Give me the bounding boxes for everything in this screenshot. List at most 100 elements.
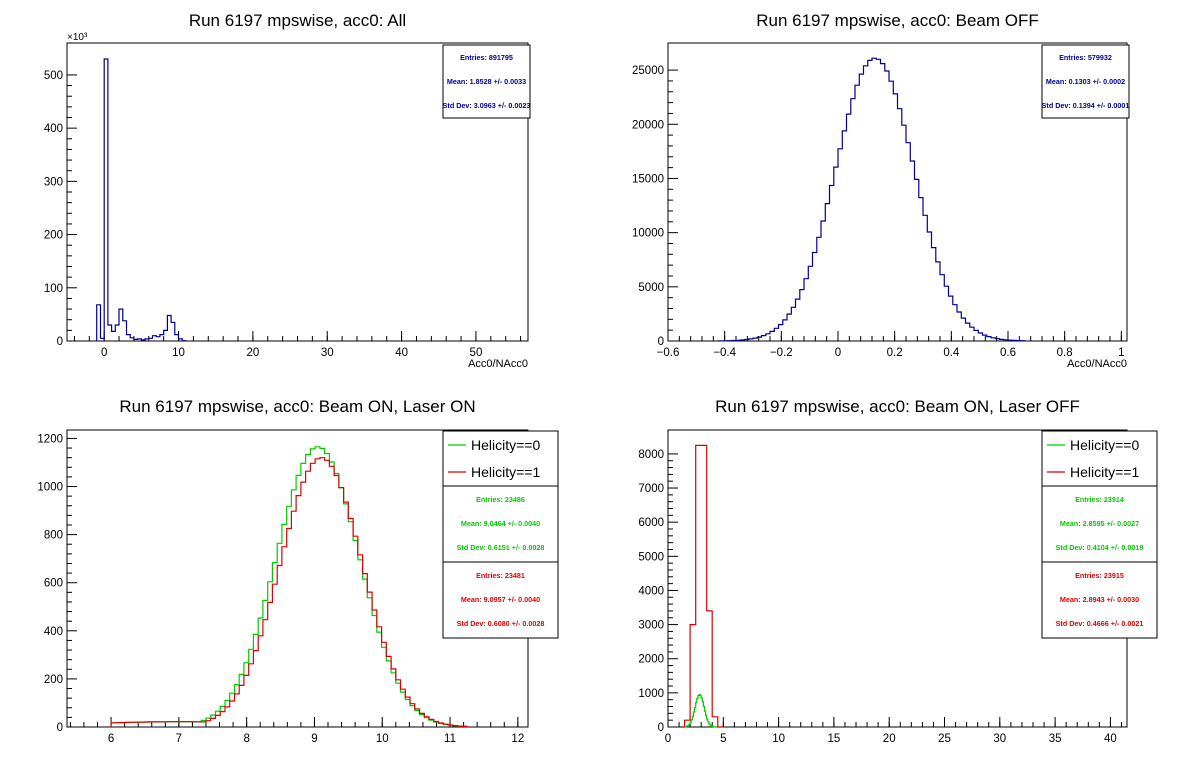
x-tick-label: 40 (395, 347, 408, 359)
x-tick-label: 40 (1104, 733, 1117, 745)
chart-title: Run 6197 mpswise, acc0: Beam ON, Laser O… (715, 397, 1080, 416)
stats-std: Std Dev: 0.6080 +/- 0.0028 (457, 619, 545, 628)
y-tick-label: 2000 (638, 654, 664, 666)
stats-mean: Mean: 1.8528 +/- 0.0033 (447, 77, 526, 86)
y-tick-label: 200 (44, 230, 63, 242)
x-tick-label: 12 (511, 733, 524, 745)
stats-mean: Mean: 9.0464 +/- 0.0040 (461, 519, 540, 528)
stats-box (1041, 561, 1158, 639)
y-tick-label: 10000 (632, 228, 664, 240)
y-tick-label: 100 (44, 283, 63, 295)
y-multiplier-label: ×10³ (67, 32, 88, 43)
stats-mean: Mean: 2.8595 +/- 0.0027 (1060, 519, 1139, 528)
stats-std: Std Dev: 0.6151 +/- 0.0028 (457, 543, 545, 552)
x-tick-label: 25 (938, 733, 951, 745)
stats-mean: Mean: 0.1303 +/- 0.0002 (1046, 77, 1125, 86)
y-tick-label: 0 (57, 336, 63, 348)
x-tick-label: 30 (321, 347, 334, 359)
x-tick-label: −0.2 (770, 347, 793, 359)
chart-title: Run 6197 mpswise, acc0: Beam ON, Laser O… (119, 397, 475, 416)
stats-box (1041, 485, 1158, 563)
y-tick-label: 25000 (632, 65, 664, 77)
x-tick-label: 0.8 (1057, 347, 1073, 359)
histogram-series-1 (718, 57, 1026, 342)
stats-box (442, 561, 559, 639)
histogram-pad-1: Run 6197 mpswise, acc0: All0100200300400… (44, 11, 531, 370)
legend-label: Helicity==0 (1070, 437, 1139, 453)
x-tick-label: 20 (246, 347, 259, 359)
y-tick-label: 500 (44, 70, 63, 82)
x-tick-label: 0 (665, 733, 671, 745)
x-tick-label: 15 (828, 733, 841, 745)
x-tick-label: −0.6 (657, 347, 680, 359)
x-tick-label: 0 (101, 347, 107, 359)
y-tick-label: 200 (44, 674, 63, 686)
stats-box (442, 485, 559, 563)
y-tick-label: 5000 (638, 551, 664, 563)
stats-std: Std Dev: 0.1394 +/- 0.0001 (1042, 101, 1130, 110)
plot-frame (667, 42, 1128, 342)
y-tick-label: 600 (44, 578, 63, 590)
stats-entries: Entries: 891795 (460, 53, 513, 62)
y-tick-label: 400 (44, 626, 63, 638)
stats-std: Std Dev: 0.4666 +/- 0.0021 (1056, 619, 1144, 628)
y-tick-label: 1200 (37, 433, 63, 445)
x-tick-label: 5 (720, 733, 726, 745)
histogram-series-1 (96, 58, 187, 342)
x-tick-label: 8 (243, 733, 249, 745)
stats-entries: Entries: 579932 (1059, 53, 1112, 62)
chart-title: Run 6197 mpswise, acc0: All (189, 11, 406, 30)
y-tick-label: 800 (44, 530, 63, 542)
y-tick-label: 5000 (638, 282, 664, 294)
x-tick-label: 10 (376, 733, 389, 745)
stats-box (1041, 44, 1130, 119)
y-tick-label: 1000 (37, 482, 63, 494)
y-tick-label: 0 (57, 722, 63, 734)
y-tick-label: 1000 (638, 688, 664, 700)
histogram-series-1 (684, 694, 718, 728)
legend-box (442, 430, 559, 487)
x-tick-label: 10 (772, 733, 785, 745)
legend-label: Helicity==1 (1070, 464, 1139, 480)
stats-std: Std Dev: 3.0963 +/- 0.0023 (443, 101, 531, 110)
x-tick-label: 0.2 (887, 347, 903, 359)
x-tick-label: 20 (883, 733, 896, 745)
x-tick-label: 0 (835, 347, 841, 359)
x-tick-label: 30 (993, 733, 1006, 745)
y-tick-label: 3000 (638, 620, 664, 632)
legend-label: Helicity==1 (471, 464, 540, 480)
y-tick-label: 400 (44, 123, 63, 135)
x-tick-label: 50 (470, 347, 483, 359)
stats-entries: Entries: 23486 (476, 495, 525, 504)
histogram-series-2 (684, 444, 724, 728)
legend-box (1041, 430, 1158, 487)
x-tick-label: 35 (1049, 733, 1062, 745)
stats-entries: Entries: 23915 (1075, 571, 1124, 580)
y-tick-label: 7000 (638, 483, 664, 495)
chart-title: Run 6197 mpswise, acc0: Beam OFF (756, 11, 1039, 30)
y-tick-label: 0 (658, 336, 664, 348)
stats-mean: Mean: 2.8943 +/- 0.0030 (1060, 595, 1139, 604)
histogram-pad-3: Run 6197 mpswise, acc0: Beam ON, Laser O… (37, 397, 559, 745)
histogram-pad-4: Run 6197 mpswise, acc0: Beam ON, Laser O… (638, 397, 1158, 745)
x-tick-label: −0.4 (713, 347, 736, 359)
x-axis-label: Acc0/NAcc0 (468, 358, 528, 370)
y-tick-label: 15000 (632, 173, 664, 185)
stats-entries: Entries: 23481 (476, 571, 525, 580)
histogram-pad-2: Run 6197 mpswise, acc0: Beam OFF 0 5000 100… (632, 11, 1130, 370)
x-tick-label: 6 (108, 733, 114, 745)
y-tick-label: 300 (44, 176, 63, 188)
y-tick-label: 8000 (638, 449, 664, 461)
y-tick-label: 0 (658, 722, 664, 734)
stats-mean: Mean: 9.0957 +/- 0.0040 (461, 595, 540, 604)
x-tick-label: 9 (311, 733, 317, 745)
legend-label: Helicity==0 (471, 437, 540, 453)
histogram-series-2 (110, 457, 468, 727)
y-tick-label: 4000 (638, 585, 664, 597)
x-tick-label: 0.4 (943, 347, 960, 359)
x-axis-label: Acc0/NAcc0 (1067, 358, 1127, 370)
x-tick-label: 7 (176, 733, 182, 745)
x-tick-label: 0.6 (1000, 347, 1016, 359)
x-tick-label: 11 (444, 733, 456, 745)
stats-entries: Entries: 23914 (1075, 495, 1124, 504)
